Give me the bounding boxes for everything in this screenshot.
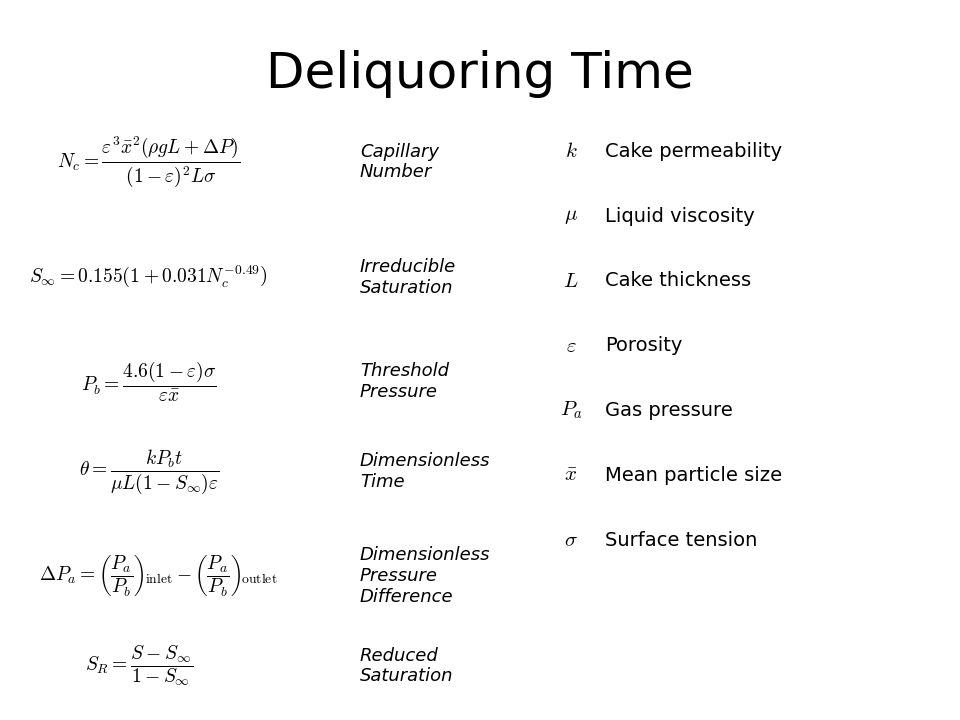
Text: Gas pressure: Gas pressure	[605, 401, 732, 420]
Text: Reduced
Saturation: Reduced Saturation	[360, 647, 453, 685]
Text: $\sigma$: $\sigma$	[564, 530, 578, 550]
Text: Irreducible
Saturation: Irreducible Saturation	[360, 258, 456, 297]
Text: $N_c = \dfrac{\varepsilon^3 \bar{x}^2(\rho g L + \Delta P)}{(1-\varepsilon)^2 L\: $N_c = \dfrac{\varepsilon^3 \bar{x}^2(\r…	[57, 135, 241, 189]
Text: Threshold
Pressure: Threshold Pressure	[360, 362, 449, 401]
Text: $\mu$: $\mu$	[564, 206, 578, 226]
Text: $k$: $k$	[564, 141, 578, 161]
Text: Porosity: Porosity	[605, 336, 683, 355]
Text: Capillary
Number: Capillary Number	[360, 143, 439, 181]
Text: $P_a$: $P_a$	[560, 400, 583, 421]
Text: Liquid viscosity: Liquid viscosity	[605, 207, 755, 225]
Text: $\bar{x}$: $\bar{x}$	[564, 465, 578, 485]
Text: $S_R = \dfrac{S - S_\infty}{1 - S_\infty}$: $S_R = \dfrac{S - S_\infty}{1 - S_\infty…	[85, 644, 193, 688]
Text: $L$: $L$	[564, 271, 579, 291]
Text: $S_\infty = 0.155\left(1 + 0.031 N_c^{-0.49}\right)$: $S_\infty = 0.155\left(1 + 0.031 N_c^{-0…	[30, 264, 268, 290]
Text: $P_b = \dfrac{4.6(1-\varepsilon)\sigma}{\varepsilon \bar{x}}$: $P_b = \dfrac{4.6(1-\varepsilon)\sigma}{…	[82, 359, 216, 404]
Text: Deliquoring Time: Deliquoring Time	[266, 50, 694, 99]
Text: Dimensionless
Pressure
Difference: Dimensionless Pressure Difference	[360, 546, 491, 606]
Text: $\Delta P_a = \left(\dfrac{P_a}{P_b}\right)_{\!\mathrm{inlet}} - \left(\dfrac{P_: $\Delta P_a = \left(\dfrac{P_a}{P_b}\rig…	[39, 554, 277, 598]
Text: Cake permeability: Cake permeability	[605, 142, 782, 161]
Text: $\theta = \dfrac{k P_b t}{\mu L (1 - S_\infty) \varepsilon}$: $\theta = \dfrac{k P_b t}{\mu L (1 - S_\…	[79, 447, 219, 496]
Text: Mean particle size: Mean particle size	[605, 466, 782, 485]
Text: $\varepsilon$: $\varepsilon$	[565, 336, 577, 356]
Text: Cake thickness: Cake thickness	[605, 271, 751, 290]
Text: Dimensionless
Time: Dimensionless Time	[360, 452, 491, 491]
Text: Surface tension: Surface tension	[605, 531, 757, 549]
